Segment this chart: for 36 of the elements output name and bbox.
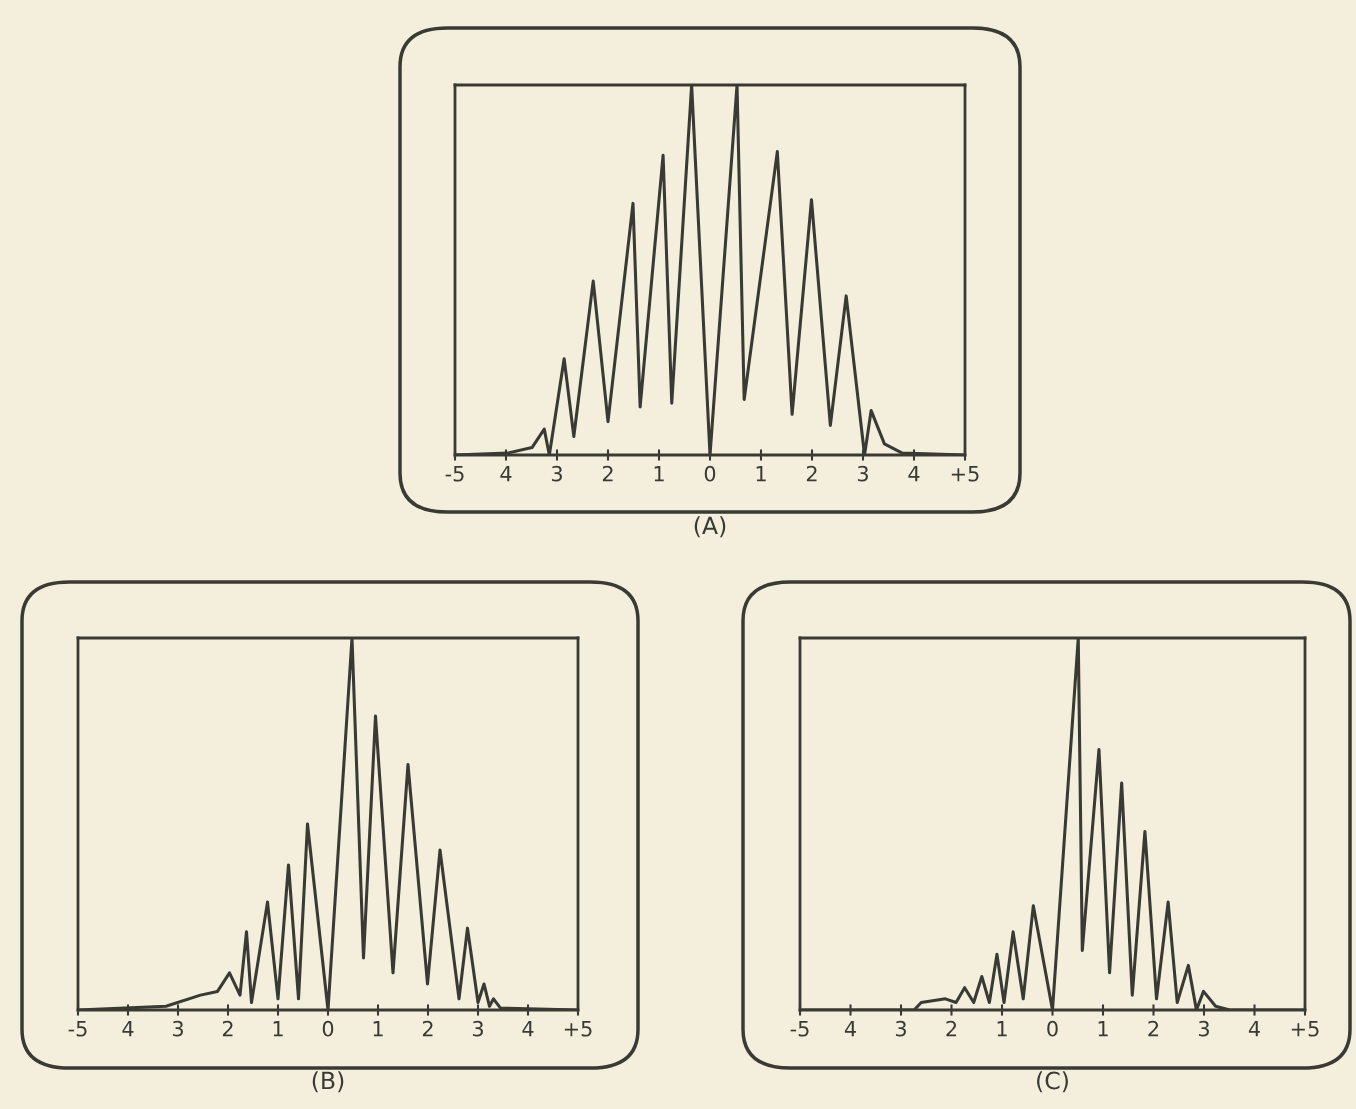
x-tick-label: 1 bbox=[373, 1021, 383, 1037]
x-tick-label: 1 bbox=[997, 1021, 1007, 1037]
x-tick-label: 2 bbox=[422, 1020, 433, 1037]
x-tick-label: 2 bbox=[1148, 1020, 1159, 1037]
x-tick-label: 4 bbox=[844, 1021, 856, 1037]
x-axis-title: (A) bbox=[694, 516, 726, 538]
x-tick-label: 3 bbox=[857, 465, 868, 482]
x-tick-label: 0 bbox=[322, 1020, 334, 1037]
x-tick-label: 2 bbox=[946, 1020, 957, 1037]
x-tick-label: +5 bbox=[564, 1021, 592, 1037]
x-tick-label: 1 bbox=[1098, 1021, 1108, 1037]
x-tick-label: 4 bbox=[500, 466, 512, 482]
x-tick-label: 3 bbox=[172, 1020, 183, 1037]
x-tick-label: 3 bbox=[895, 1020, 906, 1037]
x-tick-label: 2 bbox=[222, 1020, 233, 1037]
x-tick-label: 0 bbox=[1047, 1020, 1058, 1037]
x-tick-label: 0 bbox=[704, 465, 716, 482]
x-tick-label: 3 bbox=[1198, 1020, 1209, 1037]
x-axis-title: (C) bbox=[1037, 1071, 1068, 1093]
x-tick-label: 4 bbox=[122, 1021, 134, 1037]
x-tick-label: 1 bbox=[654, 466, 664, 482]
x-tick-label: 3 bbox=[551, 465, 562, 482]
x-tick-label: 2 bbox=[602, 465, 613, 482]
x-tick-label: +5 bbox=[1291, 1021, 1319, 1037]
x-tick-label: 1 bbox=[756, 466, 766, 482]
x-tick-label: 4 bbox=[1248, 1021, 1260, 1037]
x-tick-label: 3 bbox=[472, 1020, 483, 1037]
x-tick-label: -5 bbox=[68, 1021, 87, 1037]
x-axis-title: (B) bbox=[312, 1071, 344, 1093]
x-tick-label: +5 bbox=[951, 466, 979, 482]
x-tick-label: -5 bbox=[790, 1021, 809, 1037]
x-tick-label: -5 bbox=[445, 466, 464, 482]
x-tick-label: 4 bbox=[908, 466, 920, 482]
x-tick-label: 2 bbox=[806, 465, 817, 482]
x-tick-label: 4 bbox=[522, 1021, 534, 1037]
x-tick-label: 1 bbox=[273, 1021, 283, 1037]
